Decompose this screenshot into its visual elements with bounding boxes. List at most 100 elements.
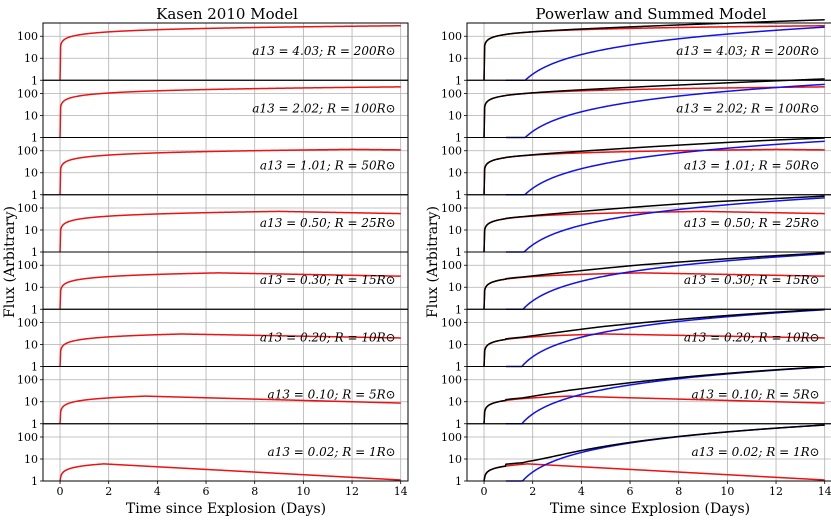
x-tick-label: 0 (481, 485, 488, 498)
y-tick-label: 100 (441, 374, 462, 387)
x-axis-label-right: Time since Explosion (Days) (550, 501, 750, 517)
kasen-curve (483, 333, 825, 367)
x-tick-label: 8 (675, 485, 682, 498)
subplot-kasen-7: 1 10 100 a13 = 0.02; R = 1R⊙ (17, 423, 409, 488)
x-tick-label: 10 (296, 485, 310, 498)
y-tick-label: 10 (24, 52, 38, 65)
kasen-curve (59, 333, 401, 367)
x-tick-label: 14 (818, 485, 831, 498)
kasen-curve (59, 395, 401, 424)
y-tick-label: 10 (448, 338, 462, 351)
parameter-label: a13 = 0.30; R = 15R⊙ (684, 273, 820, 287)
parameter-label: a13 = 0.02; R = 1R⊙ (268, 445, 396, 459)
powerlaw-curve (505, 26, 825, 81)
powerlaw-curve (505, 140, 825, 196)
parameter-label: a13 = 4.03; R = 200R⊙ (252, 44, 395, 58)
subplot-kasen-6: 1 10 100 a13 = 0.10; R = 5R⊙ (17, 366, 409, 431)
y-tick-label: 1 (455, 361, 462, 374)
parameter-label: a13 = 2.02; R = 100R⊙ (676, 101, 819, 115)
y-tick-label: 10 (448, 396, 462, 409)
y-axis-label-left: Flux (Arbitrary) (2, 206, 18, 318)
parameter-label: a13 = 0.50; R = 25R⊙ (684, 216, 820, 230)
y-tick-label: 1 (455, 418, 462, 431)
y-tick-label: 100 (441, 87, 462, 100)
powerlaw-curve (505, 253, 825, 310)
powerlaw-curve (505, 308, 825, 368)
y-tick-label: 100 (17, 87, 38, 100)
y-tick-label: 100 (441, 30, 462, 43)
y-tick-label: 10 (24, 396, 38, 409)
x-tick-label: 0 (57, 485, 64, 498)
x-axis-label-left: Time since Explosion (Days) (126, 501, 326, 517)
parameter-label: a13 = 1.01; R = 50R⊙ (684, 159, 820, 173)
y-tick-label: 1 (455, 189, 462, 202)
kasen-curve (483, 395, 825, 424)
x-tick-label: 12 (769, 485, 783, 498)
y-tick-label: 10 (24, 224, 38, 237)
subplot-kasen-3: 1 10 100 a13 = 0.50; R = 25R⊙ (17, 194, 409, 259)
y-tick-label: 1 (455, 74, 462, 87)
subplot-summed-4: 1 10 100 a13 = 0.30; R = 15R⊙ (441, 251, 831, 316)
y-tick-label: 100 (17, 202, 38, 215)
x-tick-label: 2 (105, 485, 112, 498)
y-tick-label: 100 (441, 259, 462, 272)
y-tick-label: 100 (441, 145, 462, 158)
kasen-curve (59, 463, 401, 482)
subplot-kasen-1: 1 10 100 a13 = 2.02; R = 100R⊙ (17, 79, 409, 145)
y-tick-label: 10 (24, 453, 38, 466)
y-tick-label: 1 (31, 132, 38, 145)
summed-curve (483, 252, 825, 310)
subplot-frame (42, 423, 409, 482)
y-tick-label: 1 (31, 475, 38, 488)
x-tick-label: 2 (529, 485, 536, 498)
x-tick-label: 4 (578, 485, 585, 498)
y-tick-label: 1 (455, 132, 462, 145)
summed-curve (483, 137, 825, 195)
y-tick-label: 100 (17, 30, 38, 43)
subplot-kasen-2: 1 10 100 a13 = 1.01; R = 50R⊙ (17, 137, 409, 202)
x-tick-label: 4 (154, 485, 161, 498)
kasen-curve (59, 148, 401, 195)
x-tick-label: 14 (394, 485, 408, 498)
summed-curve (483, 366, 825, 424)
y-tick-label: 100 (17, 145, 38, 158)
y-axis-label-right: Flux (Arbitrary) (425, 206, 441, 318)
y-tick-label: 10 (448, 167, 462, 180)
summed-curve (483, 78, 825, 138)
y-tick-label: 100 (441, 202, 462, 215)
y-tick-label: 1 (31, 418, 38, 431)
subplot-summed-1: 1 10 100 a13 = 2.02; R = 100R⊙ (441, 78, 831, 145)
parameter-label: a13 = 0.20; R = 10R⊙ (260, 330, 396, 344)
y-tick-label: 100 (17, 431, 38, 444)
kasen-curve (59, 25, 401, 81)
parameter-label: a13 = 0.10; R = 5R⊙ (268, 388, 396, 402)
kasen-curve (59, 272, 401, 310)
summed-curve (483, 424, 825, 482)
y-tick-label: 1 (455, 303, 462, 316)
parameter-label: a13 = 4.03; R = 200R⊙ (676, 44, 819, 58)
subplot-summed-2: 1 10 100 a13 = 1.01; R = 50R⊙ (441, 137, 831, 202)
y-tick-label: 10 (24, 281, 38, 294)
kasen-curve (483, 272, 825, 310)
y-tick-label: 10 (24, 167, 38, 180)
subplot-summed-6: 1 10 100 a13 = 0.10; R = 5R⊙ (441, 366, 831, 431)
y-tick-label: 10 (448, 224, 462, 237)
x-tick-label: 6 (203, 485, 210, 498)
x-tick-label: 10 (720, 485, 734, 498)
y-tick-label: 10 (24, 109, 38, 122)
y-tick-label: 1 (31, 189, 38, 202)
parameter-label: a13 = 0.50; R = 25R⊙ (260, 216, 396, 230)
y-tick-label: 100 (441, 431, 462, 444)
y-tick-label: 10 (448, 109, 462, 122)
x-tick-label: 12 (345, 485, 359, 498)
y-tick-label: 1 (31, 361, 38, 374)
x-tick-label: 6 (627, 485, 634, 498)
subplot-kasen-4: 1 10 100 a13 = 0.30; R = 15R⊙ (17, 251, 409, 316)
powerlaw-curve (505, 197, 825, 253)
subplot-summed-3: 1 10 100 a13 = 0.50; R = 25R⊙ (441, 194, 831, 259)
subplot-kasen-5: 1 10 100 a13 = 0.20; R = 10R⊙ (17, 308, 409, 374)
powerlaw-curve (505, 83, 825, 139)
summed-curve (483, 195, 825, 253)
y-tick-label: 10 (448, 281, 462, 294)
